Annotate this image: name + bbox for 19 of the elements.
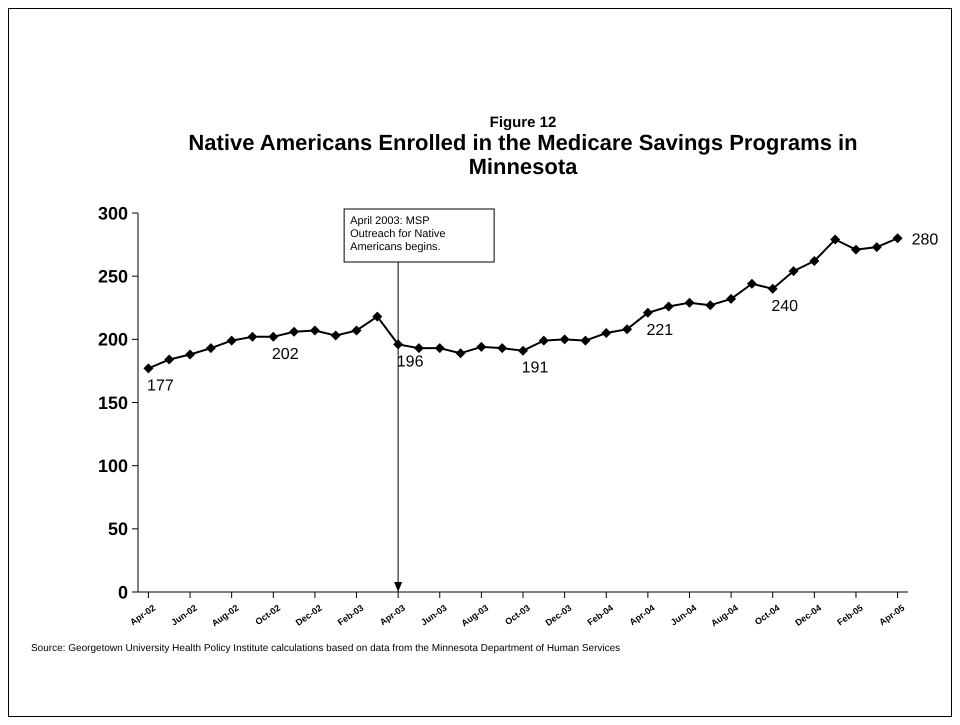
chart-subtitle: Figure 12 <box>488 114 558 131</box>
ref-line-label: April 2003: MSP Outreach for Native Americans begins. <box>350 215 446 253</box>
data-label: 177 <box>147 377 174 394</box>
note-box: April 2003: MSP Outreach for Native Americans begins. <box>344 208 495 262</box>
data-label: 280 <box>912 231 938 248</box>
y-tick-label: 0 <box>118 582 128 602</box>
y-tick-label: 250 <box>98 266 128 287</box>
y-tick-label: 300 <box>98 203 128 224</box>
data-label: 191 <box>522 360 548 377</box>
data-label: 221 <box>646 322 674 339</box>
data-label: 240 <box>771 298 798 315</box>
chart-title: Native Americans Enrolled in the Medicare Savings Programs in Minnesota <box>187 130 859 179</box>
y-tick-label: 200 <box>98 330 128 350</box>
source-note: Source: Georgetown University Health Policy Institute calculations based on data from the Minnesota Department of Human Services <box>31 643 622 655</box>
data-label: 202 <box>272 346 299 363</box>
y-tick-label: 100 <box>98 456 128 476</box>
y-tick-label: 50 <box>108 519 128 540</box>
y-tick-label: 150 <box>98 392 128 413</box>
data-label: 196 <box>396 353 424 370</box>
